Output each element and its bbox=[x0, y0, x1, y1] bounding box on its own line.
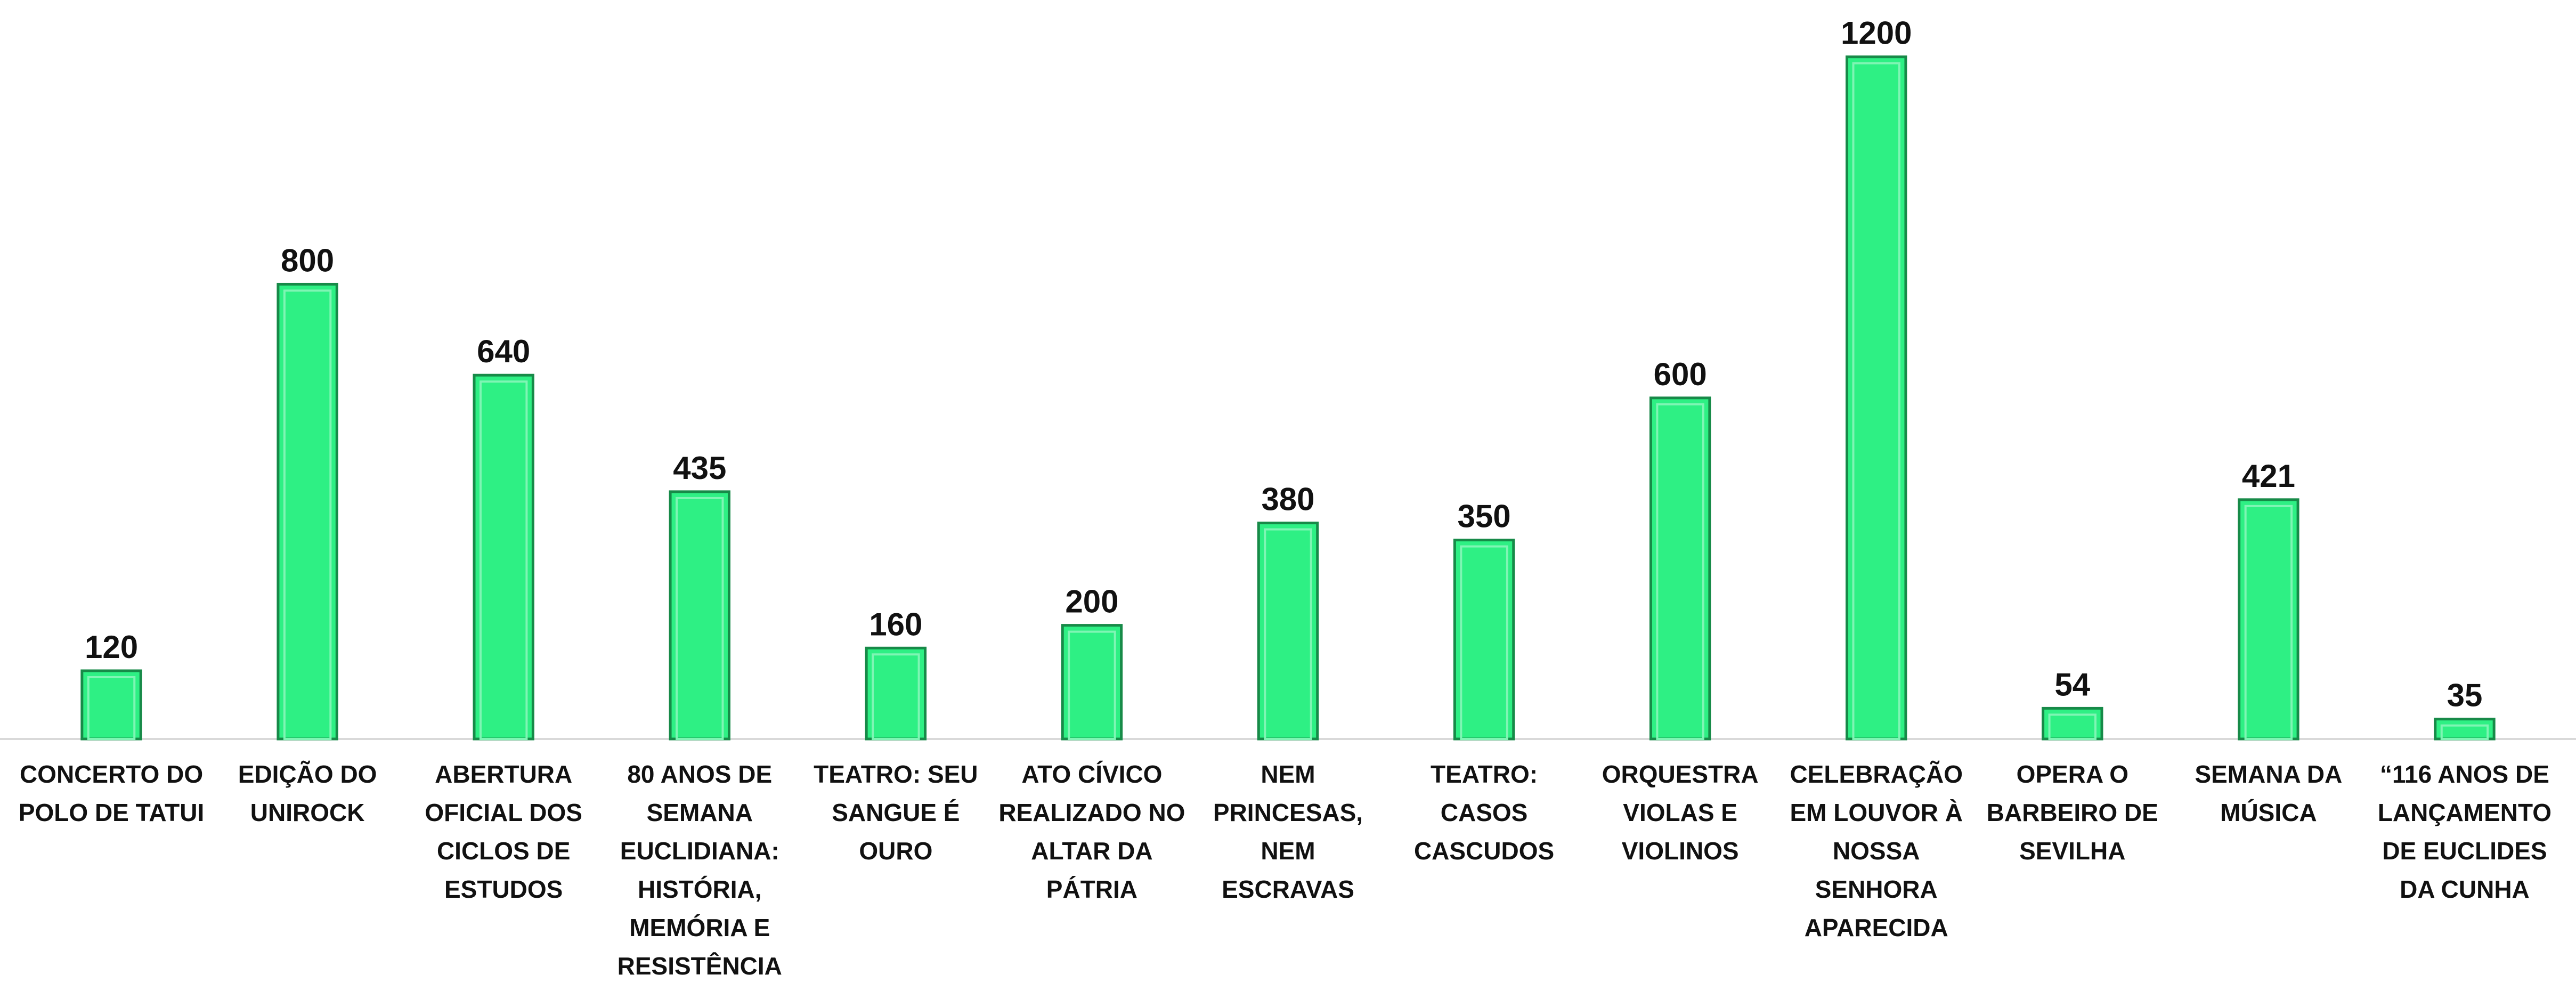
x-tick-label: ABERTURA OFICIAL DOS CICLOS DE ESTUDOS bbox=[425, 760, 582, 903]
value-label: 200 bbox=[1065, 584, 1118, 620]
bar bbox=[277, 282, 338, 741]
bar-highlight bbox=[676, 497, 724, 741]
bar-highlight bbox=[1460, 545, 1508, 740]
bar-highlight bbox=[1068, 630, 1116, 740]
bar bbox=[1846, 55, 1907, 741]
bar bbox=[2434, 718, 2496, 741]
x-tick-label: EDIÇÃO DO UNIROCK bbox=[238, 760, 377, 826]
value-label: 35 bbox=[2447, 678, 2483, 713]
x-tick-label: SEMANA DA MÚSICA bbox=[2195, 760, 2343, 826]
value-label: 380 bbox=[1261, 482, 1314, 517]
bar bbox=[80, 669, 142, 741]
bar bbox=[473, 373, 534, 741]
bar bbox=[1649, 396, 1711, 741]
bar bbox=[865, 646, 927, 741]
bar-highlight bbox=[2244, 505, 2293, 740]
value-label: 160 bbox=[869, 606, 922, 642]
bar-highlight bbox=[2440, 724, 2489, 741]
value-label: 435 bbox=[673, 450, 726, 486]
bar bbox=[669, 490, 730, 741]
x-tick-label: ATO CÍVICO REALIZADO NO ALTAR DA PÁTRIA bbox=[998, 760, 1185, 903]
bar-highlight bbox=[283, 289, 332, 740]
x-tick-label: ORQUESTRA VIOLAS E VIOLINOS bbox=[1602, 760, 1759, 865]
bar-highlight bbox=[87, 676, 136, 741]
x-tick-label: CONCERTO DO POLO DE TATUI bbox=[18, 760, 205, 826]
bar-highlight bbox=[2048, 713, 2097, 740]
x-tick-label: NEM PRINCESAS, NEM ESCRAVAS bbox=[1213, 760, 1363, 903]
value-label: 350 bbox=[1458, 499, 1511, 534]
x-tick-label: TEATRO: SEU SANGUE É OURO bbox=[814, 760, 978, 865]
x-tick-label: 80 ANOS DE SEMANA EUCLIDIANA: HISTÓRIA, … bbox=[617, 760, 782, 980]
bar-highlight bbox=[1852, 62, 1900, 741]
bar-highlight bbox=[479, 380, 528, 740]
bar-highlight bbox=[872, 653, 920, 741]
bar bbox=[1453, 539, 1515, 741]
value-label: 54 bbox=[2054, 667, 2090, 702]
bar-highlight bbox=[1264, 528, 1312, 740]
x-tick-label: OPERA O BARBEIRO DE SEVILHA bbox=[1986, 760, 2158, 865]
x-tick-label: “116 ANOS DE LANÇAMENTO DE EUCLIDES DA C… bbox=[2377, 760, 2552, 903]
value-label: 120 bbox=[85, 629, 138, 665]
value-label: 800 bbox=[281, 242, 334, 278]
value-label: 421 bbox=[2242, 458, 2295, 494]
bar-highlight bbox=[1656, 403, 1704, 740]
value-label: 640 bbox=[477, 334, 530, 369]
bar bbox=[1061, 624, 1123, 741]
bar bbox=[2238, 498, 2299, 741]
bar bbox=[1257, 522, 1319, 741]
x-tick-label: TEATRO: CASOS CASCUDOS bbox=[1413, 760, 1555, 865]
x-tick-label: CELEBRAÇÃO EM LOUVOR À NOSSA SENHORA APA… bbox=[1790, 760, 1963, 941]
value-label: 1200 bbox=[1841, 15, 1912, 51]
value-label: 600 bbox=[1654, 356, 1707, 392]
bar bbox=[2042, 706, 2103, 741]
